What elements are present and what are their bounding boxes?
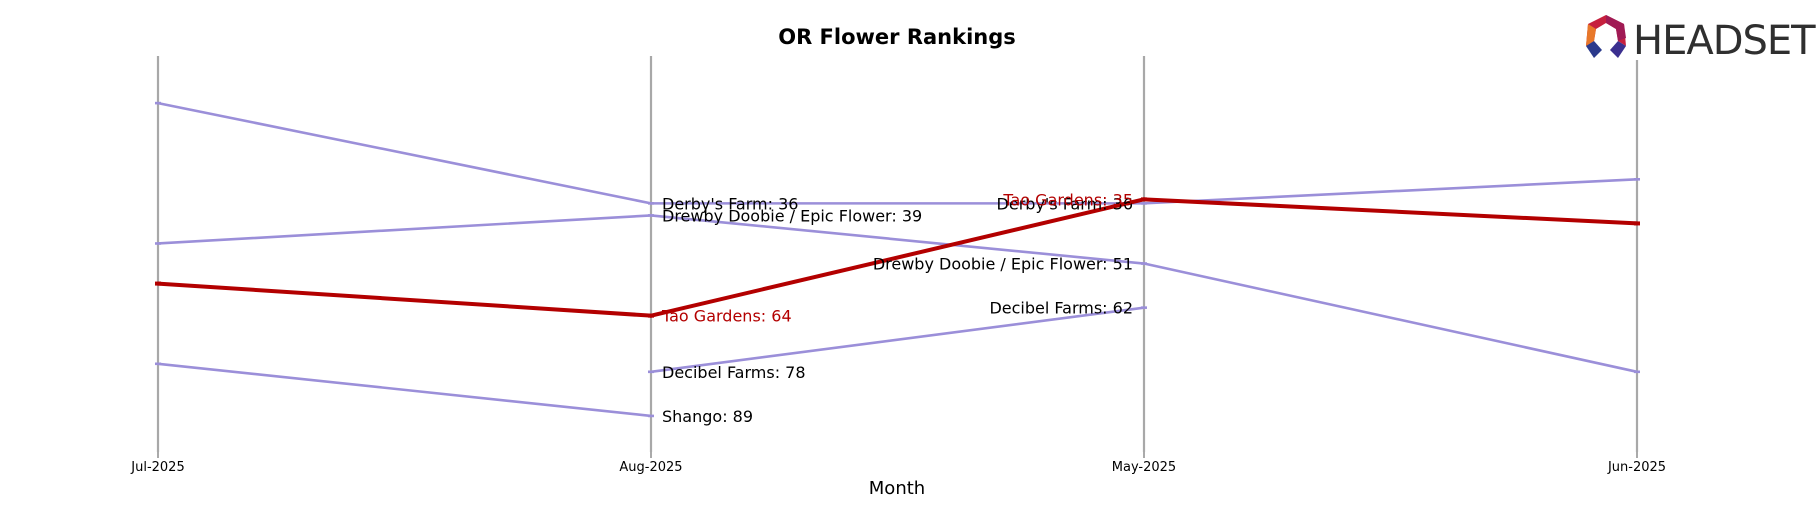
series-line-segment: [1142, 262, 1639, 374]
series-line-segment: [156, 362, 653, 418]
point-label: Shango: 89: [662, 407, 753, 426]
x-tick-label: May-2025: [1112, 460, 1176, 475]
x-tick-label: Jul-2025: [130, 460, 184, 475]
series-line-segment: [649, 214, 1146, 265]
series-derby-s-farm: [155, 101, 1640, 205]
headset-logo: HEADSET: [1586, 15, 1817, 64]
point-label: Tao Gardens: 35: [1002, 190, 1133, 209]
series-lines: [155, 101, 1640, 418]
point-label: Decibel Farms: 78: [662, 363, 806, 382]
point-label: Decibel Farms: 62: [989, 299, 1133, 318]
point-label: Derby's Farm: 36: [997, 194, 1133, 213]
x-tick-labels: Jul-2025 Aug-2025 May-2025 Jun-2025: [130, 460, 1666, 475]
x-tick-label: Aug-2025: [619, 460, 682, 475]
x-axis-label: Month: [869, 478, 925, 499]
point-label: Tao Gardens: 64: [661, 307, 792, 326]
point-label: Drewby Doobie / Epic Flower: 51: [873, 255, 1133, 274]
series-decibel-farms: [648, 306, 1147, 374]
series-tao-gardens: [155, 197, 1640, 318]
month-axes: [156, 56, 1639, 458]
point-label: Derby's Farm: 36: [662, 194, 798, 213]
series-line-segment: [649, 306, 1146, 374]
point-label: Drewby Doobie / Epic Flower: 39: [662, 206, 922, 225]
series-line-segment: [156, 281, 653, 318]
series-shango: [155, 362, 654, 418]
series-line-segment: [649, 197, 1146, 318]
series-line-segment: [156, 214, 653, 245]
chart-title: OR Flower Rankings: [778, 25, 1016, 49]
series-drewby-doobie-epic-flower: [155, 214, 1640, 374]
series-line-segment: [156, 101, 653, 205]
headset-logo-icon: [1586, 15, 1626, 58]
series-line-segment: [1142, 178, 1639, 205]
series-line-segment: [1142, 197, 1639, 226]
logo-text: HEADSET: [1633, 18, 1816, 64]
x-tick-label: Jun-2025: [1607, 460, 1666, 475]
